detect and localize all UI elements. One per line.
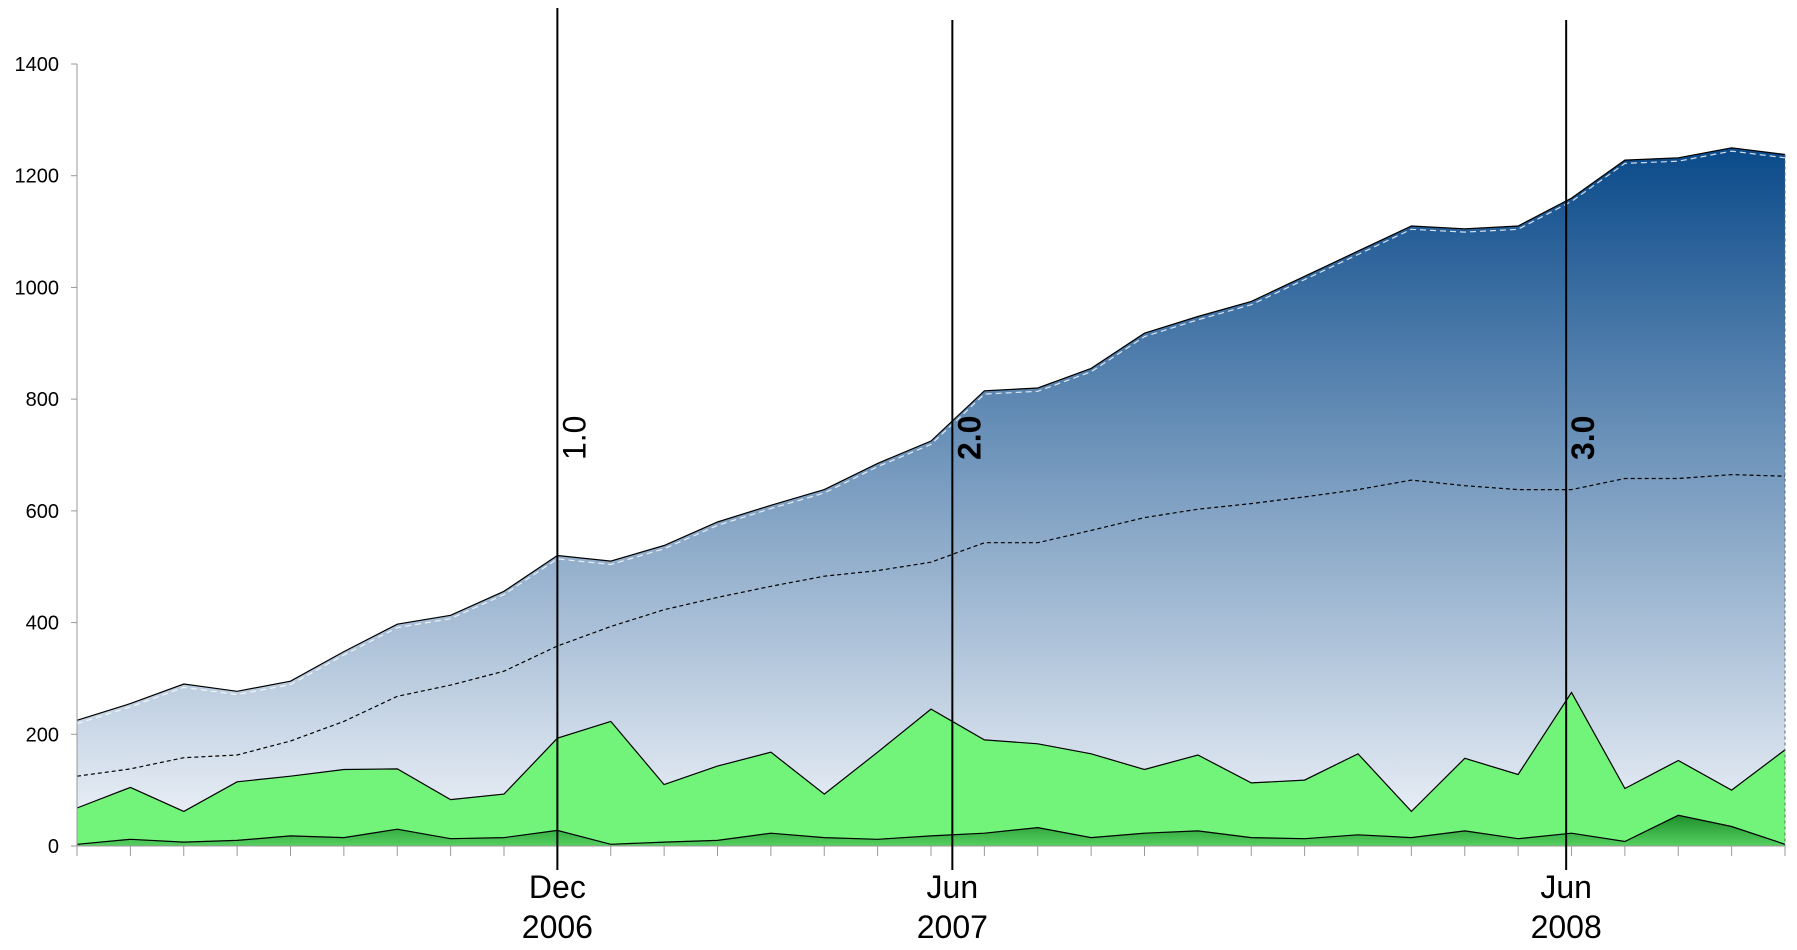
x-tick-label: Jun [927, 869, 979, 905]
y-tick-label: 200 [26, 724, 59, 746]
x-tick-label: Jun [1540, 869, 1592, 905]
release-label: 3.0 [1565, 416, 1601, 460]
series-total-inner-line [76, 150, 1786, 725]
y-tick-label: 1400 [15, 54, 60, 76]
series-bright-green-line [76, 691, 1786, 813]
release-markers: 1.0 2.0 3.0 [556, 8, 1601, 870]
release-label: 2.0 [951, 416, 987, 460]
y-tick-label: 400 [26, 613, 59, 635]
series-dark-green-area [77, 815, 1785, 846]
axes: 0 200 400 600 800 1000 1200 1400 Dec 2006 Jun 2007 J… [15, 54, 1786, 945]
series-bright-green-area [77, 692, 1785, 846]
y-tick-label: 800 [26, 389, 59, 411]
y-tick-label: 1000 [15, 277, 60, 299]
x-tick-label: 2007 [917, 909, 988, 945]
y-tick-label: 600 [26, 501, 59, 523]
plot-area [76, 147, 1786, 847]
x-tick-label: 2008 [1531, 909, 1602, 945]
x-tick-label: Dec [529, 869, 586, 905]
series-dashed-line [76, 473, 1786, 777]
y-tick-label: 0 [48, 836, 59, 858]
y-tick-label: 1200 [15, 166, 60, 188]
series-dark-green-line [76, 814, 1786, 845]
x-tick-label: 2006 [522, 909, 593, 945]
series-total-line [76, 147, 1786, 721]
release-label: 1.0 [556, 416, 592, 460]
